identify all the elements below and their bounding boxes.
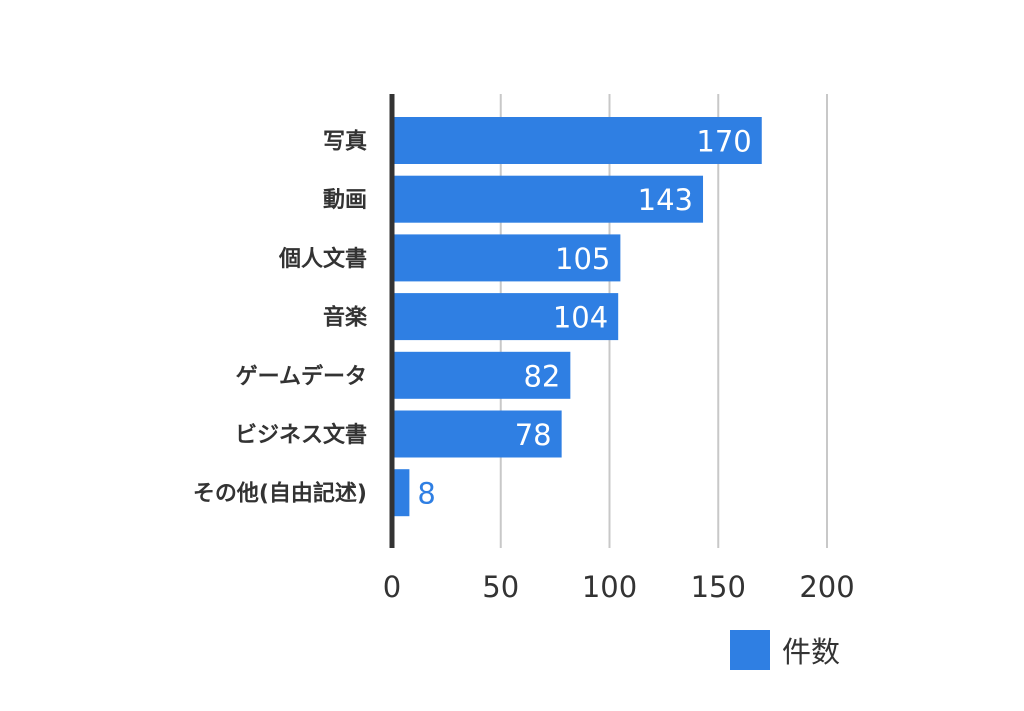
- category-labels: 写真 170 動画 143 個人文書 105 音楽 104 ゲームデータ 82 ビジネス文書 78 その…: [193, 125, 752, 511]
- category-label: ゲームデータ: [236, 363, 367, 389]
- legend-swatch: [730, 630, 770, 670]
- category-label: 音楽: [323, 305, 368, 331]
- category-label: 写真: [323, 129, 367, 155]
- bar: [392, 469, 410, 517]
- category-label: ビジネス文書: [235, 422, 367, 448]
- bar: [392, 293, 619, 341]
- x-tick-label: 150: [691, 570, 746, 604]
- data-label: 170: [696, 125, 751, 159]
- x-tick-label: 200: [799, 570, 854, 604]
- category-label: 動画: [323, 188, 367, 213]
- data-label: 104: [553, 301, 608, 335]
- legend-label: 件数: [782, 635, 840, 669]
- x-tick-label: 100: [582, 570, 637, 604]
- x-tick-label: 0: [383, 570, 401, 604]
- bar: [392, 234, 621, 282]
- data-label: 78: [515, 418, 552, 452]
- legend: 件数: [730, 630, 840, 670]
- data-label: 105: [555, 242, 610, 276]
- bar: [392, 410, 562, 458]
- bar: [392, 175, 704, 223]
- x-tick-labels: 0 50 100 150 200: [383, 570, 855, 604]
- bars: [392, 117, 762, 517]
- category-label: その他(自由記述): [193, 481, 367, 507]
- data-label: 143: [638, 183, 693, 217]
- data-label: 8: [417, 477, 435, 511]
- x-tick-label: 50: [482, 570, 519, 604]
- bar: [392, 117, 762, 164]
- bar: [392, 351, 571, 399]
- category-label: 個人文書: [278, 246, 367, 272]
- data-label: 82: [523, 359, 560, 393]
